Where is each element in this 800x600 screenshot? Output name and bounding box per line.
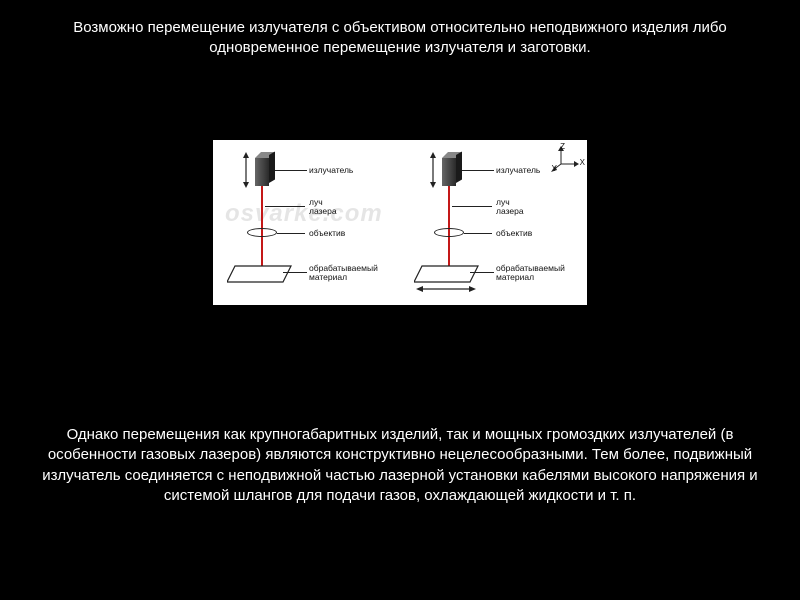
label-lens: объектив bbox=[496, 229, 532, 238]
label-plate: обрабатываемый материал bbox=[496, 264, 565, 282]
label-lens: объектив bbox=[309, 229, 345, 238]
diagram-left-panel: излучатель луч лазера объектив обрабатыв… bbox=[213, 140, 400, 305]
label-emitter: излучатель bbox=[496, 166, 540, 175]
emitter-shape bbox=[442, 152, 462, 186]
label-plate: обрабатываемый материал bbox=[309, 264, 378, 282]
label-beam: луч лазера bbox=[496, 198, 524, 216]
bottom-paragraph: Однако перемещения как крупногабаритных … bbox=[34, 425, 766, 506]
lens-shape bbox=[247, 228, 277, 237]
label-beam: луч лазера bbox=[309, 198, 337, 216]
emitter-motion-arrow bbox=[428, 152, 438, 188]
lens-shape bbox=[434, 228, 464, 237]
axis-z-label: Z bbox=[560, 142, 565, 151]
diagram-container: osvarke.com излучатель луч лазера объект… bbox=[213, 140, 587, 305]
emitter-shape bbox=[255, 152, 275, 186]
plate-motion-arrow bbox=[416, 284, 476, 294]
emitter-motion-arrow bbox=[241, 152, 251, 188]
axis-x-label: X bbox=[580, 158, 585, 167]
diagram-right-panel: Z X Y излучатель луч лазера объектив обр… bbox=[400, 140, 587, 305]
label-emitter: излучатель bbox=[309, 166, 353, 175]
top-paragraph: Возможно перемещение излучателя с объект… bbox=[40, 18, 760, 59]
axis-y-label: Y bbox=[552, 164, 557, 173]
